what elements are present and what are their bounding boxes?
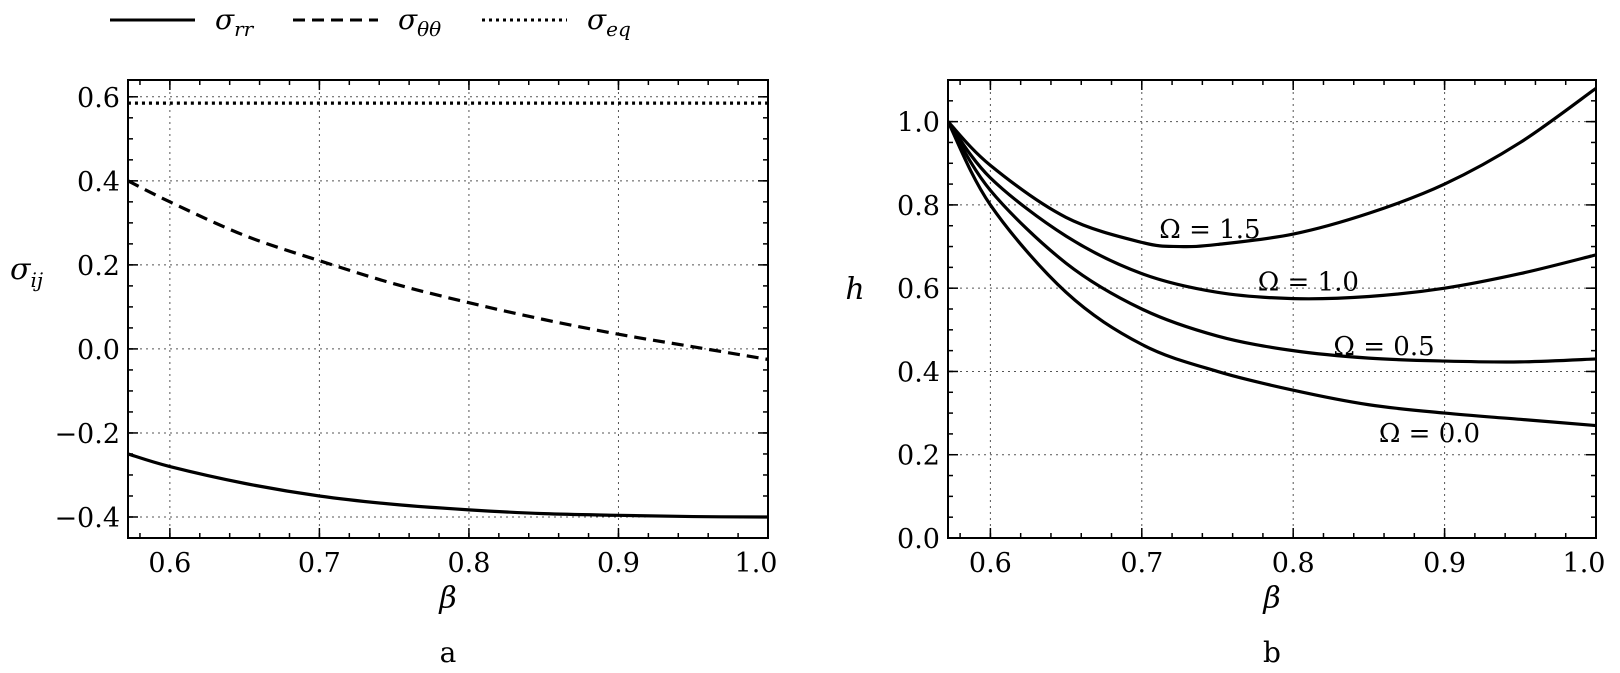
y-tick-label-2: 0.4 (897, 357, 940, 388)
panel-label: b (1263, 636, 1281, 669)
series-label-1: Ω = 0.5 (1333, 332, 1434, 362)
series-label-0: Ω = 0.0 (1379, 419, 1480, 449)
legend-label-sigma_rr: σrr (215, 3, 255, 41)
series-line-1-3 (948, 87, 1596, 249)
series-line-0-1 (128, 179, 768, 361)
x-tick-label-3: 0.9 (597, 548, 640, 579)
x-axis-label: β (438, 581, 456, 616)
series-label-3: Ω = 1.5 (1159, 215, 1260, 245)
x-tick-label-2: 0.8 (1272, 548, 1315, 579)
x-tick-label-0: 0.6 (148, 548, 191, 579)
x-axis-label: β (1262, 581, 1280, 616)
plot-frame (947, 79, 1597, 539)
series-label-2: Ω = 1.0 (1258, 267, 1359, 297)
x-tick-label-1: 0.7 (298, 548, 341, 579)
legend-label-sigma_tt: σθθ (398, 3, 441, 41)
y-axis-label: σij (10, 252, 43, 292)
x-tick-label-0: 0.6 (969, 548, 1012, 579)
series-line-1-2 (948, 120, 1596, 301)
y-tick-label-2: 0.0 (77, 335, 120, 366)
y-tick-label-4: 0.4 (77, 167, 120, 198)
y-tick-label-1: −0.2 (54, 419, 120, 450)
x-tick-label-4: 1.0 (735, 548, 778, 579)
y-tick-label-0: −0.4 (54, 503, 120, 534)
y-tick-label-3: 0.2 (77, 251, 120, 282)
x-tick-label-4: 1.0 (1563, 548, 1606, 579)
legend: σrr σθθ σeq (110, 3, 631, 41)
y-tick-label-0: 0.0 (897, 524, 940, 555)
plot-frame (127, 79, 769, 539)
y-tick-label-5: 0.6 (77, 83, 120, 114)
y-tick-label-4: 0.8 (897, 191, 940, 222)
x-tick-label-3: 0.9 (1423, 548, 1466, 579)
panel-a: 0.6 0.7 0.8 0.9 1.0 −0.4 −0.2 0.0 0.2 0.4 0.6 β σij a (10, 79, 778, 669)
legend-label-sigma_eq: σeq (587, 3, 631, 41)
series-line-0-0 (128, 452, 768, 519)
y-tick-label-3: 0.6 (897, 274, 940, 305)
y-axis-label: h (845, 272, 864, 307)
series-line-1-1 (948, 120, 1596, 364)
y-tick-label-5: 1.0 (897, 108, 940, 139)
panel-label: a (440, 636, 457, 669)
x-tick-label-1: 0.7 (1120, 548, 1163, 579)
series-line-1-0 (948, 120, 1596, 428)
y-tick-label-1: 0.2 (897, 441, 940, 472)
x-tick-label-2: 0.8 (447, 548, 490, 579)
panel-b: 0.6 0.7 0.8 0.9 1.0 0.0 0.2 0.4 0.6 0.8 1.0 Ω = 0.0… (845, 79, 1606, 669)
